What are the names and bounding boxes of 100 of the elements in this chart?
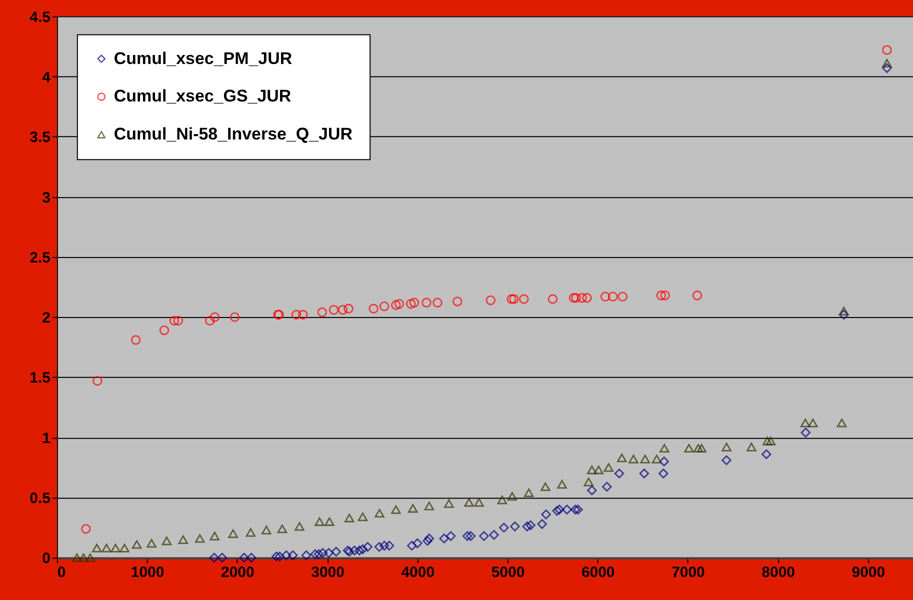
point (261, 526, 272, 534)
point (132, 540, 142, 549)
x-tick-label: 1000 (130, 564, 164, 582)
y-tick-label: 0.5 (30, 490, 50, 508)
point (766, 436, 776, 446)
point (78, 553, 88, 562)
point (422, 536, 432, 546)
y-tick-label: 2.5 (30, 249, 50, 266)
point (882, 58, 892, 68)
point (838, 306, 849, 316)
point (354, 546, 364, 556)
y-tick-label: 3 (42, 189, 50, 206)
point (462, 531, 472, 541)
point (291, 310, 302, 320)
point (344, 514, 354, 522)
point (554, 504, 564, 514)
point (497, 496, 508, 504)
point (486, 295, 496, 306)
point (640, 454, 650, 464)
x-tick-label: 5000 (491, 564, 525, 582)
point (507, 492, 518, 501)
point (288, 550, 298, 560)
x-tick-label: 7000 (672, 564, 705, 582)
point (692, 290, 702, 300)
point (412, 538, 422, 548)
point (277, 524, 288, 534)
point (800, 428, 811, 438)
point (659, 456, 669, 466)
point (722, 455, 732, 466)
point (660, 290, 670, 300)
point (762, 436, 772, 446)
point (368, 304, 378, 314)
point (584, 478, 594, 486)
point (344, 304, 354, 314)
point (519, 294, 529, 304)
point (310, 549, 320, 559)
point (489, 530, 499, 540)
point (658, 468, 668, 478)
point (509, 294, 519, 304)
point (746, 442, 756, 452)
point (178, 535, 188, 544)
legend-label: Cumul_Ni-58_Inverse_Q_JUR (114, 124, 352, 144)
point (838, 310, 849, 320)
point (587, 485, 597, 496)
point (331, 546, 341, 557)
y-tick-label: 4.5 (30, 8, 50, 26)
point (120, 544, 130, 552)
point (409, 298, 420, 308)
point (239, 552, 249, 563)
point (391, 300, 401, 310)
point (146, 538, 156, 548)
point (696, 444, 706, 453)
point (379, 301, 390, 312)
point (594, 466, 604, 474)
point (608, 292, 618, 302)
point (537, 519, 547, 529)
point (384, 540, 394, 551)
point (374, 508, 384, 518)
point (548, 294, 558, 304)
point (541, 510, 551, 520)
point (439, 534, 450, 544)
point (314, 549, 324, 559)
point (652, 454, 662, 464)
point (510, 522, 520, 532)
point (882, 63, 892, 73)
point (317, 307, 328, 318)
point (246, 528, 256, 537)
point (424, 502, 434, 510)
y-tick-label: 4 (42, 68, 52, 86)
point (693, 444, 704, 453)
point (452, 296, 462, 306)
legend-label: Cumul_xsec_GS_JUR (114, 86, 292, 106)
point (194, 534, 205, 543)
point (540, 482, 550, 492)
point (577, 292, 587, 303)
point (173, 316, 184, 326)
point (882, 45, 892, 55)
point (379, 540, 390, 551)
point (618, 292, 628, 302)
point (394, 298, 404, 309)
point (271, 552, 282, 562)
point (573, 504, 583, 514)
point (526, 520, 536, 530)
point (506, 294, 516, 304)
point (524, 488, 534, 498)
point (324, 517, 334, 526)
point (204, 316, 215, 326)
point (294, 522, 304, 531)
point (464, 498, 474, 507)
point (406, 298, 416, 309)
x-tick-label: 3000 (311, 564, 344, 582)
point (684, 444, 694, 453)
point (808, 418, 818, 428)
point (616, 454, 627, 462)
point (407, 540, 417, 551)
point (522, 522, 532, 532)
point (582, 292, 592, 303)
y-tick-label: 0 (42, 550, 50, 568)
point (81, 524, 91, 534)
point (314, 517, 324, 526)
